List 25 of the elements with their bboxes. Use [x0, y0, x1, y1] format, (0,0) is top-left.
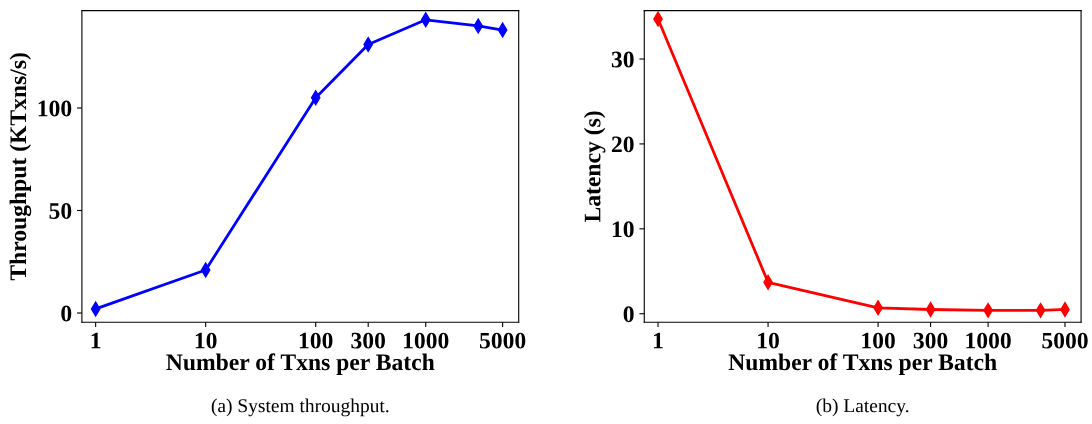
y-tick-label: 50: [49, 202, 72, 219]
text: (a) System throughput.: [211, 398, 389, 417]
y-tick-label: 10: [612, 221, 634, 238]
y-tick-label: 0: [623, 306, 634, 323]
y-tick-label: 100: [38, 100, 72, 117]
x-tick-label: 1000: [966, 332, 1011, 349]
y-axis-title: Throughput (KTxns/s): [9, 53, 32, 281]
x-tick-label: 1: [91, 332, 101, 349]
x-tick-label: 10: [758, 332, 779, 349]
y-tick-label: 20: [611, 136, 634, 153]
x-tick-label: 100: [862, 332, 895, 349]
x-tick-label: 5000: [479, 332, 526, 349]
y-tick-label: 0: [61, 305, 72, 322]
x-tick-label: 1000: [404, 332, 449, 349]
x-tick-label: 100: [299, 332, 333, 349]
x-tick-label: 300: [351, 332, 385, 349]
y-tick-label: 30: [611, 51, 634, 68]
x-axis-title: Number of Txns per Batch: [728, 353, 997, 376]
text: (b) Latency.: [816, 398, 909, 417]
x-tick-label: 300: [913, 332, 948, 349]
x-tick-label: 5000: [1042, 332, 1088, 349]
x-tick-label: 1: [654, 332, 663, 349]
x-axis-title: Number of Txns per Batch: [166, 353, 435, 376]
y-axis-title: Latency (s): [583, 111, 606, 223]
x-tick-label: 10: [195, 332, 217, 349]
